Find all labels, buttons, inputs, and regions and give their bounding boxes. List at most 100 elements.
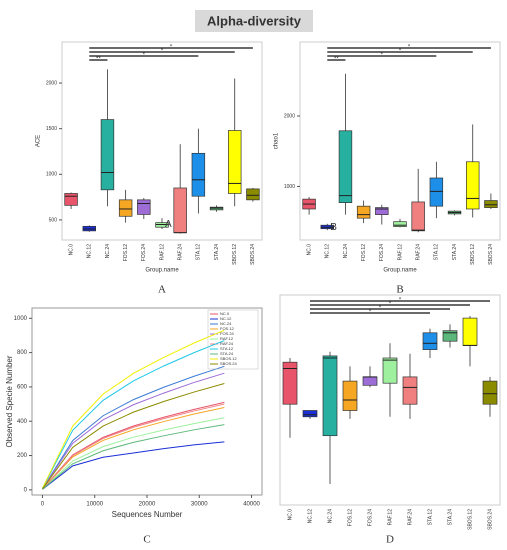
figure-title: Alpha-diversity [207,13,302,28]
y-tick-label: 500 [49,217,58,223]
box [282,361,298,405]
x-tick-label: RAF.12 [387,509,393,526]
x-axis-label: Group.name [383,268,417,274]
x-tick-label: FOS.12 [361,244,367,261]
significance-label: * [408,45,411,51]
series-line [42,383,225,490]
x-tick-label: NC.24 [105,244,111,258]
series-line [42,403,225,490]
legend-label: SBOS.12 [220,356,237,361]
significance-label: * [381,53,384,59]
significance-label: * [161,49,164,55]
series-line [42,372,225,489]
series-line [42,417,225,490]
x-tick-label: SBOS.12 [467,509,473,530]
y-tick-label: 1000 [14,316,28,322]
x-axis-label: Sequences Number [112,510,183,519]
box [429,177,444,207]
legend-label: RAF.12 [220,336,234,341]
x-tick-label: SBOS.24 [250,244,256,265]
x-tick-label: NC.0 [306,244,312,256]
x-tick-label: 10000 [86,502,103,508]
box [118,199,133,217]
x-tick-label: NC.24 [327,509,333,523]
significance-label: * [369,310,372,316]
box [402,376,418,405]
significance-label: * [170,45,173,51]
x-tick-label: SBOS.24 [488,244,494,265]
x-tick-label: SBOS.12 [470,244,476,265]
x-tick-label: FOS.12 [347,509,353,526]
title-box [195,10,313,32]
box [100,119,115,191]
x-tick-label: FOS.24 [367,509,373,526]
panel-label: D [386,534,394,546]
x-tick-label: RAF.12 [159,244,165,261]
panel-label: B [396,284,403,296]
significance-label: ** [334,57,339,63]
box [137,199,151,215]
significance-label: * [399,298,402,304]
box [362,376,378,386]
x-tick-label: STA.24 [452,244,458,261]
y-tick-label: 400 [17,419,28,425]
series-line [42,329,225,489]
significance-label: * [389,302,392,308]
x-tick-label: NC.12 [325,244,331,258]
x-tick-label: RAF.24 [407,509,413,526]
plot-frame [299,41,501,241]
y-axis-label: Observed Specie Number [5,355,14,447]
legend-label: STA.12 [220,346,234,351]
y-tick-label: 2000 [46,80,57,86]
box [338,130,353,204]
x-tick-label: SBOS.12 [232,244,238,265]
legend-label: FOS.24 [220,331,235,336]
box [322,355,338,437]
legend-box [207,309,259,370]
panel-label: C [143,534,150,546]
series-line [42,407,225,490]
x-axis-label: Group.name [145,268,179,274]
y-tick-label: 2000 [284,113,295,119]
x-tick-label: NC.0 [287,509,293,521]
x-tick-label: STA.12 [434,244,440,261]
annotation: B [330,222,337,233]
y-tick-label: 600 [17,384,28,390]
box [64,193,78,206]
legend-label: NC.0 [220,311,230,316]
y-tick-label: 0 [24,487,28,493]
significance-label: * [399,49,402,55]
box [482,380,498,405]
y-tick-label: 1000 [284,184,295,190]
legend-label: RAF.24 [220,341,234,346]
y-tick-label: 200 [17,453,28,459]
box [382,357,398,384]
legend-label: STA.24 [220,351,234,356]
y-axis-label: ACE [36,135,42,147]
box [302,410,318,418]
x-tick-label: RAF.12 [397,244,403,261]
legend-label: SBOS.24 [220,361,237,366]
legend-label: NC.12 [220,316,232,321]
y-tick-label: 1500 [46,126,57,132]
x-tick-label: NC.12 [307,509,313,523]
box [393,221,407,227]
box [173,187,187,234]
x-tick-label: STA.24 [214,244,220,261]
series-line [42,424,225,490]
box [191,152,206,197]
series-line [42,365,225,489]
x-tick-label: STA.12 [196,244,202,261]
significance-label: * [379,306,382,312]
panel-label: A [158,284,166,296]
x-tick-label: 40000 [243,502,260,508]
y-tick-label: 800 [17,350,28,356]
x-tick-label: STA.24 [447,509,453,526]
box [342,380,358,411]
significance-label: ** [96,57,101,63]
x-tick-label: NC.12 [87,244,93,258]
box [442,330,458,342]
series-line [42,340,225,489]
x-tick-label: RAF.24 [416,244,422,261]
